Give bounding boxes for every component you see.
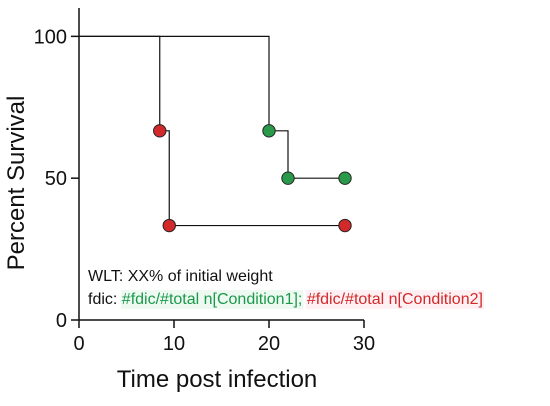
annotation-prefix: fdic: [88, 291, 122, 308]
survival-point [338, 218, 352, 233]
survival-point [281, 171, 295, 185]
tick-labels: 0 50 100 0 10 20 30 [34, 26, 376, 355]
survival-point [338, 171, 352, 185]
survival-step-line [79, 35, 345, 227]
survival-point [153, 124, 167, 138]
y-tick-label: 100 [34, 26, 67, 48]
y-tick-label: 50 [45, 168, 67, 190]
axes [78, 8, 364, 321]
annotation-line-1: WLT: XX% of initial weight [88, 268, 273, 285]
x-tick-label: 30 [353, 333, 375, 355]
annotation-condition1: #fdic/#total n[Condition1]; [122, 291, 303, 308]
annotation-red-highlight [305, 290, 484, 309]
survival-step-line [79, 35, 345, 179]
x-tick-label: 20 [258, 333, 280, 355]
series-lines [79, 35, 345, 227]
survival-point [262, 124, 276, 138]
y-tick-label: 0 [56, 310, 67, 332]
survival-point [162, 218, 176, 233]
annotation-line-2: fdic: #fdic/#total n[Condition1]; #fdic/… [88, 291, 483, 308]
annotation-green-highlight [120, 290, 304, 309]
x-axis-label: Time post infection [117, 366, 318, 393]
tick-marks [71, 35, 365, 328]
y-axis-label: Percent Survival [3, 96, 30, 271]
x-tick-label: 10 [163, 333, 185, 355]
series-markers [153, 124, 352, 233]
x-tick-label: 0 [73, 333, 84, 355]
annotation-condition2: #fdic/#total n[Condition2] [307, 291, 483, 308]
